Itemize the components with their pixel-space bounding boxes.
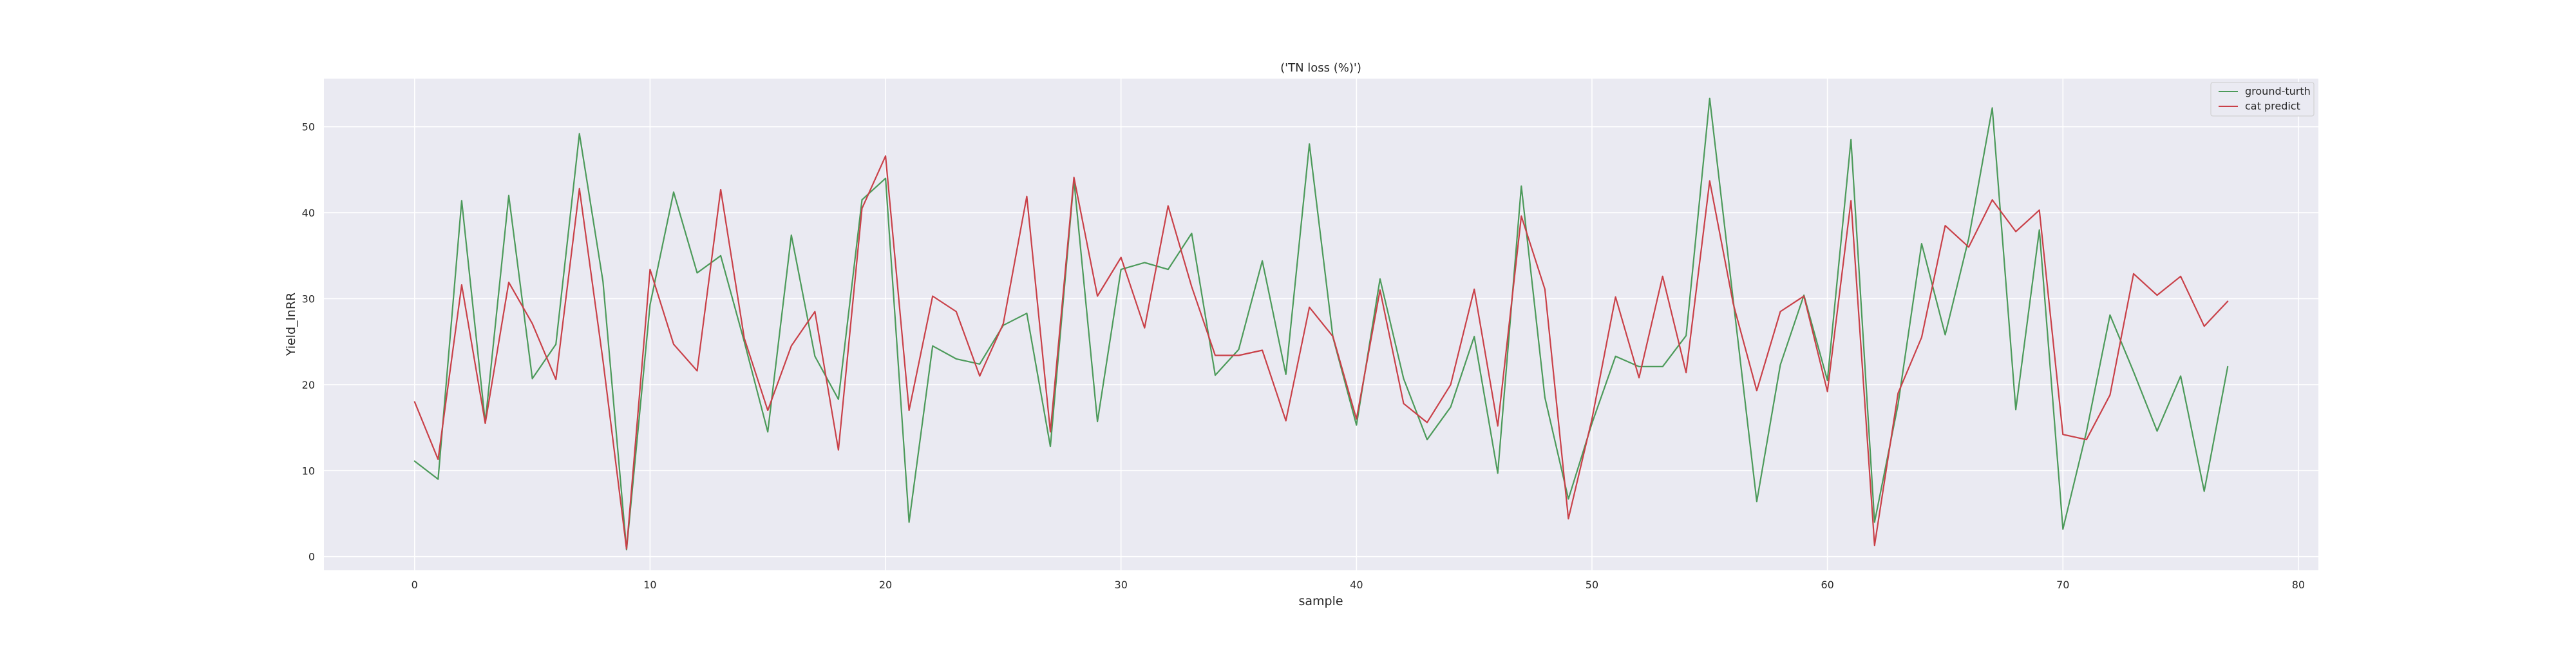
x-tick-label: 10 (643, 579, 656, 591)
series-layer (413, 97, 2229, 551)
legend-label-ground-turth: ground-turth (2245, 85, 2311, 97)
series-line-ground-turth (413, 97, 2229, 551)
ticks-layer: 0 10 20 30 40 50 60 70 80 0 10 20 30 40 50 (302, 121, 2305, 591)
y-tick-label: 10 (302, 465, 315, 477)
chart-title: ('TN loss (%)') (1280, 61, 1361, 75)
y-tick-label: 30 (302, 293, 315, 305)
x-axis-label: sample (1298, 594, 1343, 608)
x-tick-label: 70 (2056, 579, 2069, 591)
x-tick-label: 60 (1821, 579, 1833, 591)
x-tick-label: 40 (1350, 579, 1363, 591)
legend: ground-turth cat predict (2210, 82, 2315, 117)
plot-background (324, 79, 2318, 570)
x-tick-label: 0 (412, 579, 418, 591)
legend-label-cat-predict: cat predict (2245, 100, 2300, 112)
series-line-cat-predict (413, 155, 2229, 550)
x-tick-label: 20 (879, 579, 892, 591)
y-tick-label: 20 (302, 379, 315, 391)
y-tick-label: 40 (302, 207, 315, 219)
y-tick-label: 0 (308, 551, 315, 563)
y-tick-label: 50 (302, 121, 315, 133)
x-tick-label: 30 (1115, 579, 1128, 591)
x-tick-label: 50 (1586, 579, 1598, 591)
y-axis-label: Yield_lnRR (284, 293, 298, 356)
x-tick-label: 80 (2292, 579, 2305, 591)
